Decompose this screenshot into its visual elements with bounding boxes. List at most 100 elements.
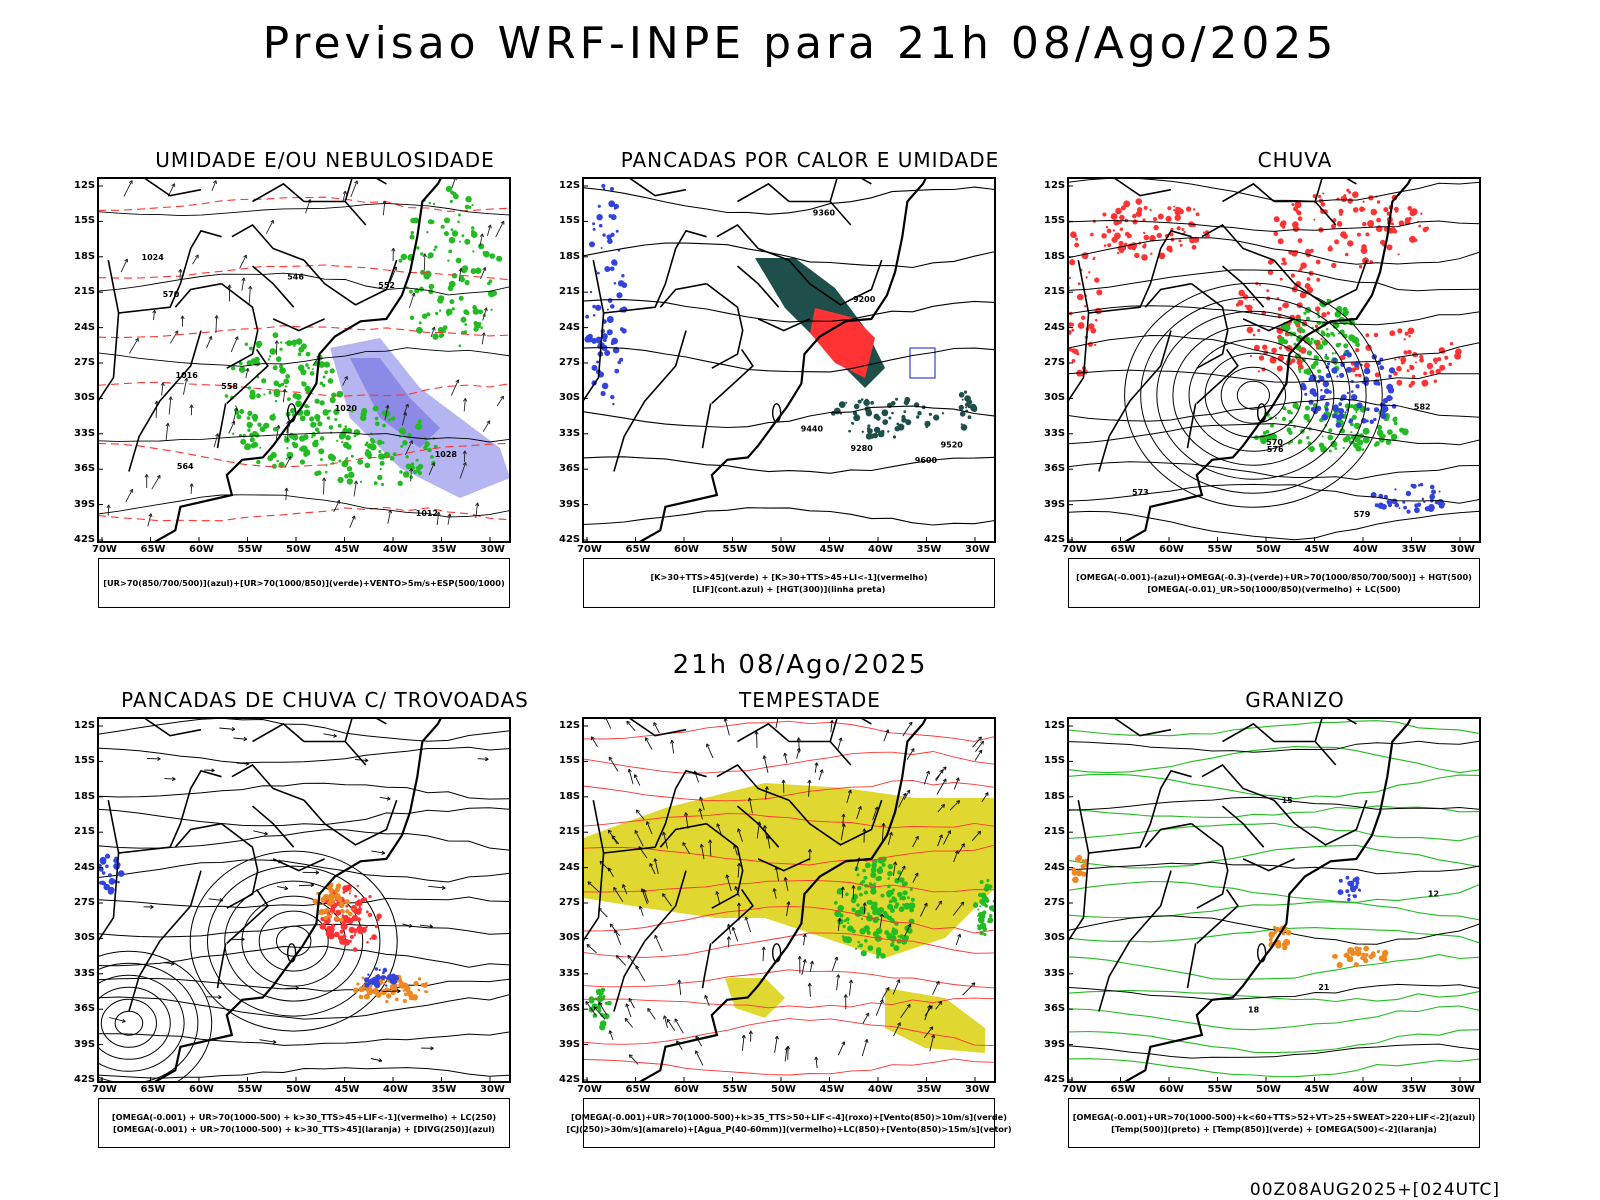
lif-contours-blue xyxy=(909,347,936,379)
omega-ur-red xyxy=(1339,327,1462,388)
contour-label: 570 xyxy=(163,290,180,299)
political-border xyxy=(659,822,707,848)
run-timestamp: 00Z08AUG2025+[024UTC] xyxy=(1249,1180,1500,1200)
lat-tick-label: 18S xyxy=(1044,250,1066,262)
lon-tick-label: 65W xyxy=(140,544,166,555)
contour-label: 9440 xyxy=(801,425,824,434)
legend-line: [OMEGA(-0.001)+UR>70(1000-500)+k<60+TTS>… xyxy=(1072,1112,1476,1122)
lon-tick-label: 35W xyxy=(1401,1084,1427,1095)
political-border xyxy=(1196,888,1239,944)
political-border xyxy=(1186,943,1197,989)
contour-label: 582 xyxy=(1414,403,1431,412)
lat-tick-label: 39S xyxy=(1044,1038,1066,1050)
political-border xyxy=(303,799,398,846)
legend-line: [OMEGA(-0.001) + UR>70(1000-500) + k>30_… xyxy=(113,1124,495,1134)
lat-tick-label: 39S xyxy=(559,1038,581,1050)
political-border xyxy=(1077,229,1192,314)
thunderstorm-orange xyxy=(312,882,355,923)
lat-tick-label: 18S xyxy=(559,250,581,262)
political-border xyxy=(128,870,202,1012)
lat-tick-label: 36S xyxy=(1044,463,1066,475)
political-border xyxy=(216,403,227,449)
lon-tick-label: 65W xyxy=(625,1084,651,1095)
lat-tick-label: 21S xyxy=(74,826,96,838)
political-border xyxy=(272,858,325,872)
contour-label: 579 xyxy=(1354,510,1371,519)
lon-tick-label: 70W xyxy=(1062,1084,1087,1095)
low-pressure-rings xyxy=(1124,282,1383,508)
contour-label: 1020 xyxy=(335,404,358,413)
political-border xyxy=(1221,805,1265,848)
contour-label: 576 xyxy=(1267,445,1284,454)
political-border xyxy=(583,312,605,542)
lat-tick-label: 15S xyxy=(559,755,581,767)
political-border xyxy=(1196,348,1239,404)
omega500-orange xyxy=(1071,854,1089,884)
panel-title: UMIDADE E/OU NEBULOSIDADE xyxy=(155,148,495,172)
lat-tick-label: 27S xyxy=(1044,897,1066,908)
lat-tick-label: 36S xyxy=(559,1003,581,1015)
contour-label: 573 xyxy=(1132,488,1149,497)
political-border xyxy=(736,805,780,848)
political-border xyxy=(1144,282,1192,308)
lat-tick-label: 12S xyxy=(74,180,96,191)
map-granizo: 12 15 18 21 xyxy=(1067,717,1481,1083)
political-border xyxy=(788,259,883,306)
lat-tick-label: 33S xyxy=(74,967,96,979)
lon-tick-label: 35W xyxy=(431,544,457,555)
lon-tick-label: 55W xyxy=(1207,544,1233,555)
political-border xyxy=(221,283,259,369)
lon-tick-label: 50W xyxy=(286,1084,311,1095)
political-border xyxy=(613,870,687,1012)
political-border xyxy=(107,229,222,314)
contour-label: 9520 xyxy=(941,440,964,449)
panel-title: CHUVA xyxy=(1257,148,1333,172)
coastline xyxy=(638,178,928,542)
lon-tick-label: 60W xyxy=(1159,1084,1184,1095)
lat-tick-label: 36S xyxy=(559,463,581,475)
lon-tick-label: 50W xyxy=(771,544,796,555)
lat-tick-label: 30S xyxy=(559,392,581,404)
lat-tick-label: 30S xyxy=(559,932,581,944)
lat-tick-label: 39S xyxy=(74,1038,96,1050)
lon-tick-label: 30W xyxy=(965,544,990,555)
lat-tick-label: 12S xyxy=(1044,180,1066,191)
anticyclone-rings xyxy=(98,950,213,1082)
lon-tick-label: 70W xyxy=(577,544,602,555)
lon-tick-label: 40W xyxy=(383,544,408,555)
lon-tick-label: 55W xyxy=(722,544,748,555)
lon-tick-label: 30W xyxy=(965,1084,990,1095)
lat-tick-label: 24S xyxy=(74,861,96,873)
lagoon xyxy=(286,943,297,963)
lat-tick-label: 27S xyxy=(1044,357,1066,368)
omega500-orange xyxy=(1268,925,1292,951)
political-border xyxy=(757,858,810,872)
political-border xyxy=(593,178,687,197)
contour-label: 9280 xyxy=(851,444,874,453)
contour-label: 1028 xyxy=(435,450,458,459)
lat-tick-label: 30S xyxy=(74,932,96,944)
lat-tick-label: 21S xyxy=(1044,286,1066,298)
political-border xyxy=(701,403,712,449)
political-border xyxy=(1242,858,1295,872)
panel-title: GRANIZO xyxy=(1245,688,1345,712)
contour-label: 1024 xyxy=(142,253,165,262)
political-border xyxy=(711,348,754,404)
contour-label: 564 xyxy=(177,462,194,471)
lon-tick-label: 55W xyxy=(237,1084,263,1095)
legend-line: [OMEGA(-0.001)+UR>70(1000-500)+k>35_TTS>… xyxy=(571,1112,1007,1122)
lon-tick-label: 65W xyxy=(1110,544,1136,555)
lagoon xyxy=(1256,403,1267,423)
political-border xyxy=(107,769,222,854)
political-border xyxy=(706,823,744,909)
map-pancadas-trovoadas xyxy=(97,717,511,1083)
lat-tick-label: 21S xyxy=(74,286,96,298)
political-border xyxy=(613,330,687,472)
thickness-contours xyxy=(98,196,510,522)
political-border xyxy=(216,943,227,989)
map-tempestade xyxy=(582,717,996,1083)
coastline xyxy=(1123,718,1413,1082)
contour-label: 9200 xyxy=(853,295,876,304)
lat-tick-label: 42S xyxy=(559,1074,581,1085)
legend-line: [UR>70(850/700/500)](azul)+[UR>70(1000/8… xyxy=(103,578,505,588)
